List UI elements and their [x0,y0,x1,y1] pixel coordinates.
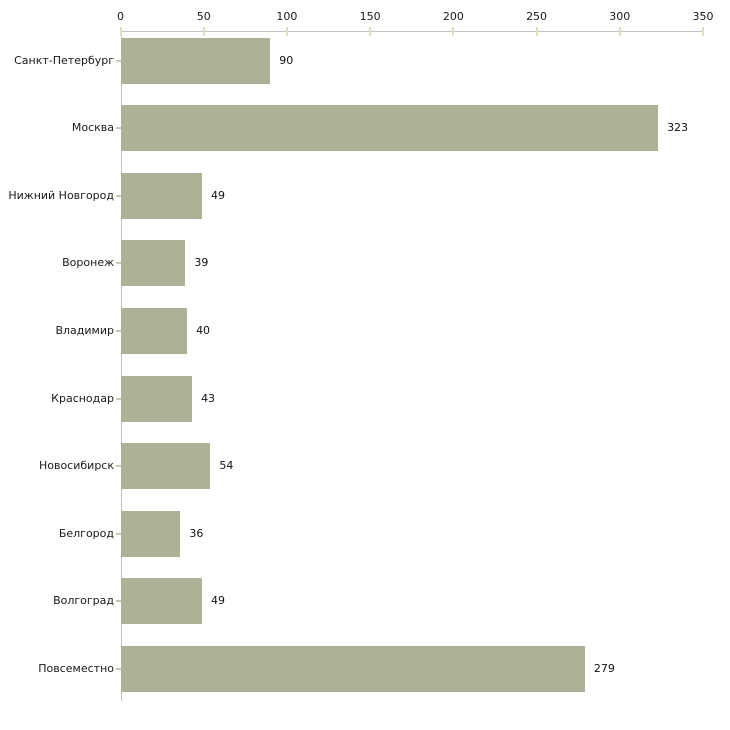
category-label: Новосибирск [38,459,114,473]
bar-10 [120,645,585,692]
category-label: Москва [71,121,114,135]
x-tick-mark [535,26,538,36]
x-tick-label: 0 [117,10,124,23]
y-tick-mark [115,194,121,197]
y-tick-mark [115,262,121,265]
y-tick-mark [115,600,121,603]
category-label: Волгоград [53,594,114,608]
value-label: 36 [189,526,204,540]
category-label: Владимир [55,323,114,337]
bar-9 [120,578,203,625]
bar-6 [120,375,193,422]
bar-4 [120,240,186,287]
y-axis-line [120,31,122,701]
x-tick-label: 50 [196,10,211,23]
x-tick-mark [452,26,455,36]
x-tick-mark [618,26,621,36]
x-tick-mark [369,26,372,36]
bar-3 [120,172,203,219]
x-axis-line [120,31,703,32]
bar-1 [120,37,271,84]
category-label: Санкт-Петербург [14,53,114,67]
y-tick-mark [115,397,121,400]
value-label: 90 [279,53,294,67]
x-tick-mark [119,26,122,36]
value-label: 54 [219,459,234,473]
x-tick-mark [202,26,205,36]
value-label: 40 [196,323,211,337]
y-tick-mark [115,532,121,535]
x-tick-mark [702,26,704,36]
bar-5 [120,307,188,354]
x-tick-label: 200 [442,10,464,23]
value-label: 279 [593,661,615,675]
x-tick-label: 300 [609,10,631,23]
y-tick-mark [115,329,121,332]
y-tick-mark [115,59,121,62]
value-label: 39 [194,256,209,270]
x-tick-label: 250 [526,10,548,23]
category-label: Повсеместно [38,661,114,675]
y-tick-mark [115,127,121,130]
value-label: 49 [211,188,226,202]
x-tick-mark [285,26,288,36]
value-label: 49 [211,594,226,608]
category-label: Нижний Новгород [8,188,114,202]
bar-8 [120,510,181,557]
bar-7 [120,443,211,490]
category-label: Белгород [58,526,114,540]
x-tick-label: 150 [359,10,381,23]
x-tick-label: 100 [276,10,298,23]
category-label: Воронеж [62,256,114,270]
y-tick-mark [115,667,121,670]
value-label: 43 [201,391,216,405]
category-label: Краснодар [51,391,114,405]
bar-2 [120,105,659,152]
y-tick-mark [115,465,121,468]
value-label: 323 [667,121,689,135]
x-tick-label: 350 [692,10,714,23]
